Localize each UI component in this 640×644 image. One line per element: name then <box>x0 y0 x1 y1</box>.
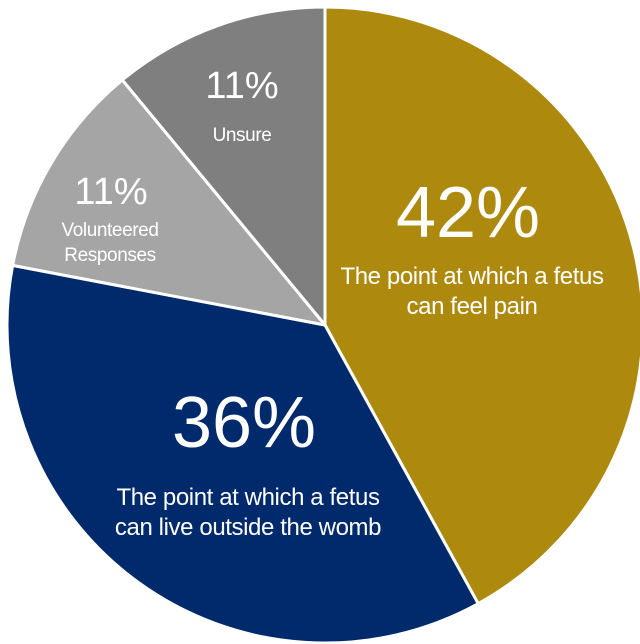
slice-value-label-volunteered-responses: 11% <box>74 171 147 213</box>
slice-value-label-the-point-at-which-a-fetus-can-live-outside-the-womb: 36% <box>172 383 316 463</box>
slice-value-label-the-point-at-which-a-fetus-can-feel-pain: 42% <box>396 173 540 253</box>
slice-name-label-unsure-line-1: Unsure <box>213 125 272 146</box>
pie-slice-volunteered-responses <box>11 78 327 327</box>
slice-name-label-the-point-at-which-a-fetus-can-feel-pain-line-1: The point at which a fetus <box>340 263 603 290</box>
pie-slices <box>5 5 640 644</box>
pie-labels: 42% The point at which a fetus can feel pa… <box>61 65 604 541</box>
slice-name-label-the-point-at-which-a-fetus-can-live-outside-the-womb-line-1: The point at which a fetus <box>116 484 379 511</box>
slice-name-label-volunteered-responses-line-2: Responses <box>64 245 155 266</box>
pie-slice-the-point-at-which-a-fetus-can-feel-pain <box>323 5 640 606</box>
slice-name-label-the-point-at-which-a-fetus-can-live-outside-the-womb-line-2: can live outside the womb <box>115 514 381 541</box>
pie-slice-unsure <box>120 5 327 327</box>
slice-value-label-unsure: 11% <box>205 65 278 107</box>
slice-name-label-volunteered-responses-line-1: Volunteered <box>61 220 158 241</box>
pie-slice-the-point-at-which-a-fetus-can-live-outside-the-womb <box>5 263 480 644</box>
slice-name-label-the-point-at-which-a-fetus-can-feel-pain-line-2: can feel pain <box>407 293 538 320</box>
